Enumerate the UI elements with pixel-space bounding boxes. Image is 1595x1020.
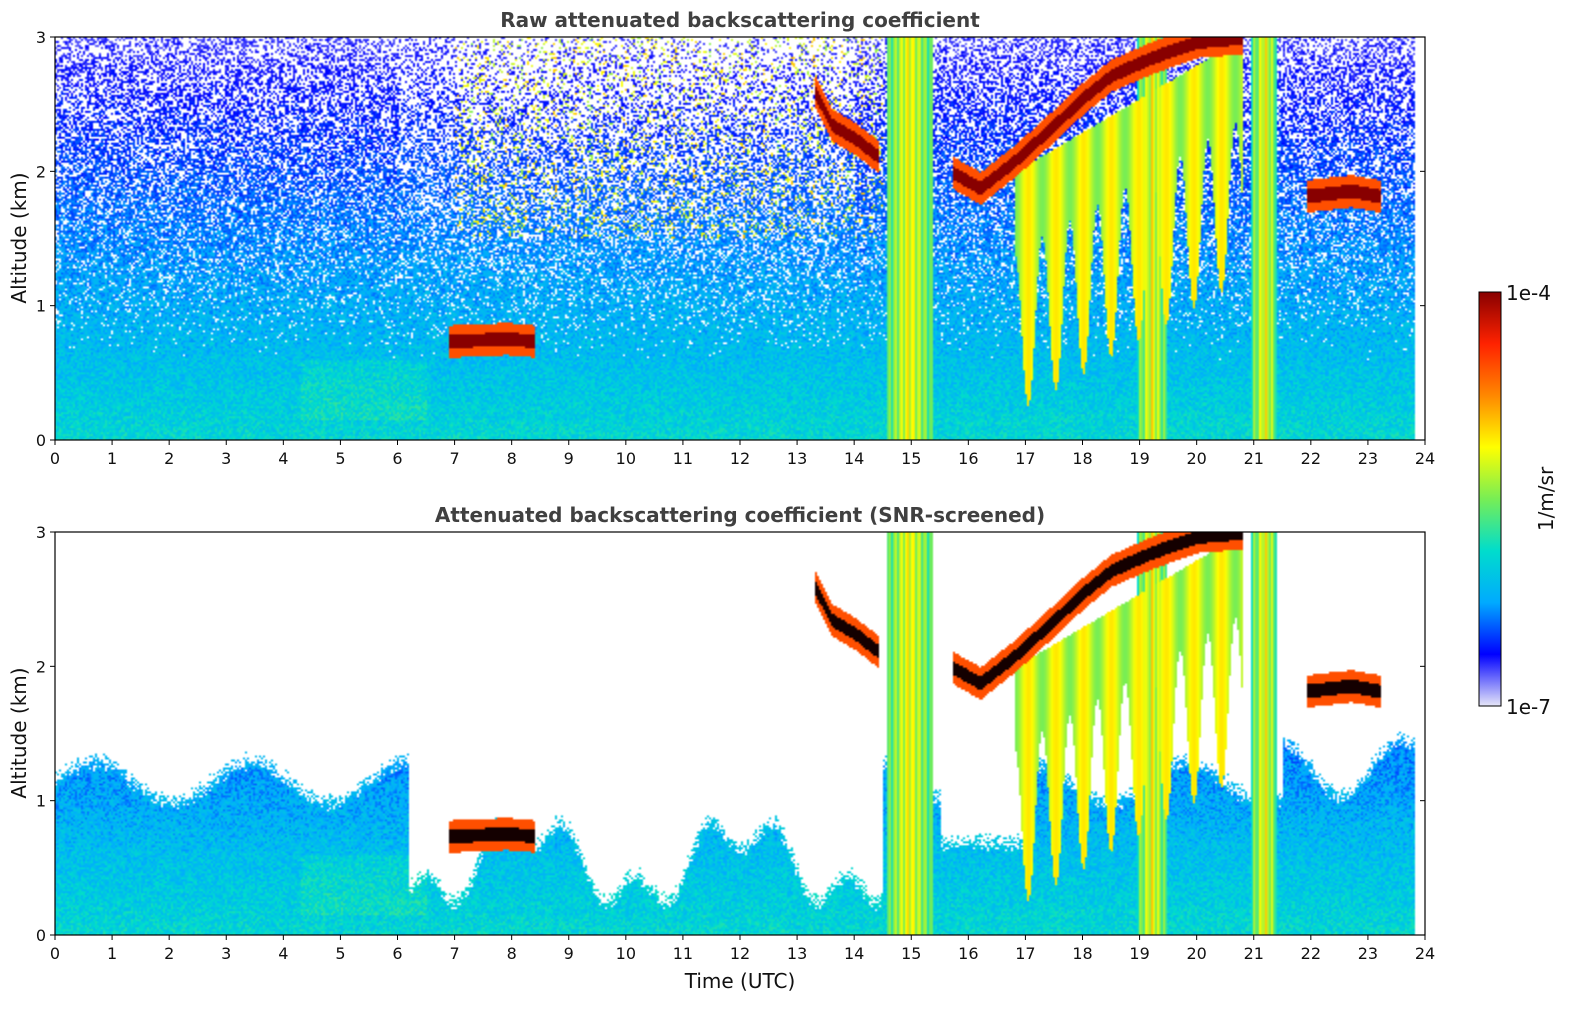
x-tick-label: 18 <box>1072 449 1092 468</box>
y-tick-label: 2 <box>36 162 46 181</box>
x-tick-label: 20 <box>1186 449 1206 468</box>
y-tick-label: 3 <box>36 523 46 542</box>
x-tick-label: 13 <box>787 449 807 468</box>
x-tick-label: 16 <box>958 449 978 468</box>
x-tick-label: 18 <box>1072 944 1092 963</box>
x-tick-label: 21 <box>1244 944 1264 963</box>
x-tick-label: 23 <box>1358 944 1378 963</box>
raw-backscatter-panel: Raw attenuated backscattering coefficien… <box>7 8 1435 468</box>
x-tick-label: 19 <box>1129 449 1149 468</box>
x-tick-label: 23 <box>1358 449 1378 468</box>
x-tick-label: 0 <box>50 449 60 468</box>
heatmap-canvas-raw <box>55 37 1425 440</box>
x-tick-label: 24 <box>1415 449 1435 468</box>
x-tick-label: 19 <box>1129 944 1149 963</box>
colorbar-max-label: 1e-4 <box>1506 281 1551 305</box>
x-tick-label: 16 <box>958 944 978 963</box>
x-tick-label: 7 <box>449 449 459 468</box>
x-axis-ticks: 0 1 2 3 4 5 6 7 8 9 10 11 12 13 14 15 16 17 18 19 20 21 22 23 24 <box>50 935 1435 963</box>
x-tick-label: 11 <box>673 449 693 468</box>
x-tick-label: 2 <box>164 449 174 468</box>
x-tick-label: 24 <box>1415 944 1435 963</box>
x-tick-label: 15 <box>901 449 921 468</box>
panel-title: Raw attenuated backscattering coefficien… <box>500 8 980 32</box>
x-tick-label: 7 <box>449 944 459 963</box>
colorbar-min-label: 1e-7 <box>1506 695 1551 719</box>
x-tick-label: 11 <box>673 944 693 963</box>
x-tick-label: 22 <box>1301 944 1321 963</box>
x-tick-label: 17 <box>1015 449 1035 468</box>
x-tick-label: 3 <box>221 944 231 963</box>
colorbar-gradient <box>1478 291 1502 707</box>
y-axis-ticks: 0 1 2 3 <box>36 28 1425 450</box>
x-tick-label: 8 <box>507 944 517 963</box>
x-tick-label: 4 <box>278 944 288 963</box>
x-tick-label: 1 <box>107 944 117 963</box>
heatmap-raster <box>55 532 1425 935</box>
x-tick-label: 2 <box>164 944 174 963</box>
x-tick-label: 1 <box>107 449 117 468</box>
colorbar-unit-label: 1/m/sr <box>1534 466 1558 531</box>
x-tick-label: 6 <box>392 449 402 468</box>
x-tick-label: 20 <box>1186 944 1206 963</box>
heatmap-raster <box>55 37 1425 440</box>
x-tick-label: 12 <box>730 944 750 963</box>
x-tick-label: 0 <box>50 944 60 963</box>
x-tick-label: 13 <box>787 944 807 963</box>
y-tick-label: 0 <box>36 926 46 945</box>
y-tick-label: 1 <box>36 297 46 316</box>
x-tick-label: 3 <box>221 449 231 468</box>
x-axis-ticks: 0 1 2 3 4 5 6 7 8 9 10 11 12 13 14 15 16 17 18 19 20 21 22 23 24 <box>50 440 1435 468</box>
x-tick-label: 14 <box>844 449 864 468</box>
colorbar: 1e-4 1e-7 1/m/sr <box>1478 281 1558 719</box>
x-axis-label: Time (UTC) <box>684 969 796 993</box>
y-tick-label: 1 <box>36 792 46 811</box>
y-tick-label: 0 <box>36 431 46 450</box>
x-tick-label: 10 <box>616 449 636 468</box>
y-tick-label: 3 <box>36 28 46 47</box>
y-axis-label: Altitude (km) <box>7 667 31 798</box>
x-tick-label: 9 <box>564 944 574 963</box>
heatmap-canvas-screened <box>55 532 1425 935</box>
x-tick-label: 22 <box>1301 449 1321 468</box>
y-axis-label: Altitude (km) <box>7 172 31 303</box>
x-tick-label: 4 <box>278 449 288 468</box>
x-tick-label: 5 <box>335 944 345 963</box>
y-tick-label: 2 <box>36 657 46 676</box>
x-tick-label: 21 <box>1244 449 1264 468</box>
x-tick-label: 17 <box>1015 944 1035 963</box>
x-tick-label: 14 <box>844 944 864 963</box>
y-axis-ticks: 0 1 2 3 <box>36 523 1425 945</box>
x-tick-label: 8 <box>507 449 517 468</box>
x-tick-label: 9 <box>564 449 574 468</box>
screened-backscatter-panel: Attenuated backscattering coefficient (S… <box>7 503 1435 993</box>
x-tick-label: 15 <box>901 944 921 963</box>
x-tick-label: 10 <box>616 944 636 963</box>
x-tick-label: 6 <box>392 944 402 963</box>
x-tick-label: 5 <box>335 449 345 468</box>
panel-title: Attenuated backscattering coefficient (S… <box>435 503 1045 527</box>
x-tick-label: 12 <box>730 449 750 468</box>
